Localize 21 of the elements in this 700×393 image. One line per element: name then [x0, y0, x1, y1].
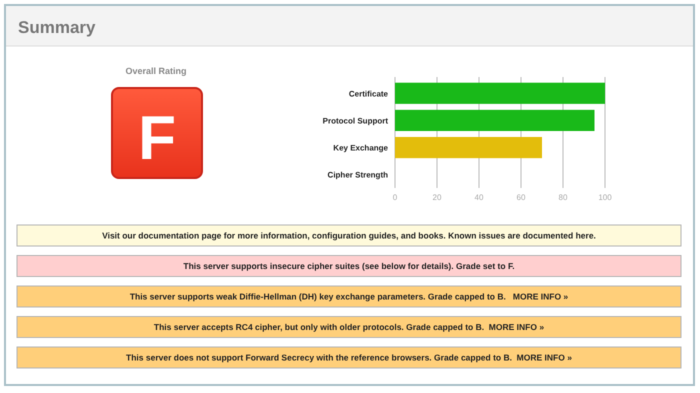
text: This server accepts RC4 cipher, but only with older protocols. Grade capped to B. MORE INFO » — [154, 322, 544, 332]
bar — [395, 82, 605, 104]
text: Overall Rating — [125, 66, 187, 76]
y-tick-label: Certificate — [348, 89, 389, 98]
text: Visit our documentation page for more information, configuration guides, and books. Known issues are documented here. — [102, 230, 596, 240]
text: This server supports weak Diffie-Hellman (DH) key exchange parameters. Grade capped to B. MORE INFO » — [130, 292, 568, 302]
bar — [395, 136, 542, 158]
x-tick-label: 0 — [392, 193, 398, 202]
x-tick-label: 60 — [516, 193, 526, 202]
bar — [395, 110, 594, 132]
y-tick-label: Key Exchange — [333, 144, 389, 153]
x-tick-label: 20 — [432, 193, 442, 202]
text: F — [138, 104, 176, 173]
x-tick-label: 100 — [598, 193, 612, 202]
text: This server does not support Forward Secrecy with the reference browsers. Grade capped to B. MORE INFO » — [126, 352, 572, 362]
y-tick-label: Cipher Strength — [328, 170, 388, 180]
text: This server supports insecure cipher suites (see below for details). Grade set to F. — [183, 261, 515, 271]
x-tick-label: 40 — [474, 193, 484, 202]
y-tick-label: Protocol Support — [322, 116, 388, 126]
x-tick-label: 80 — [558, 193, 568, 202]
text: Summary — [18, 18, 96, 37]
